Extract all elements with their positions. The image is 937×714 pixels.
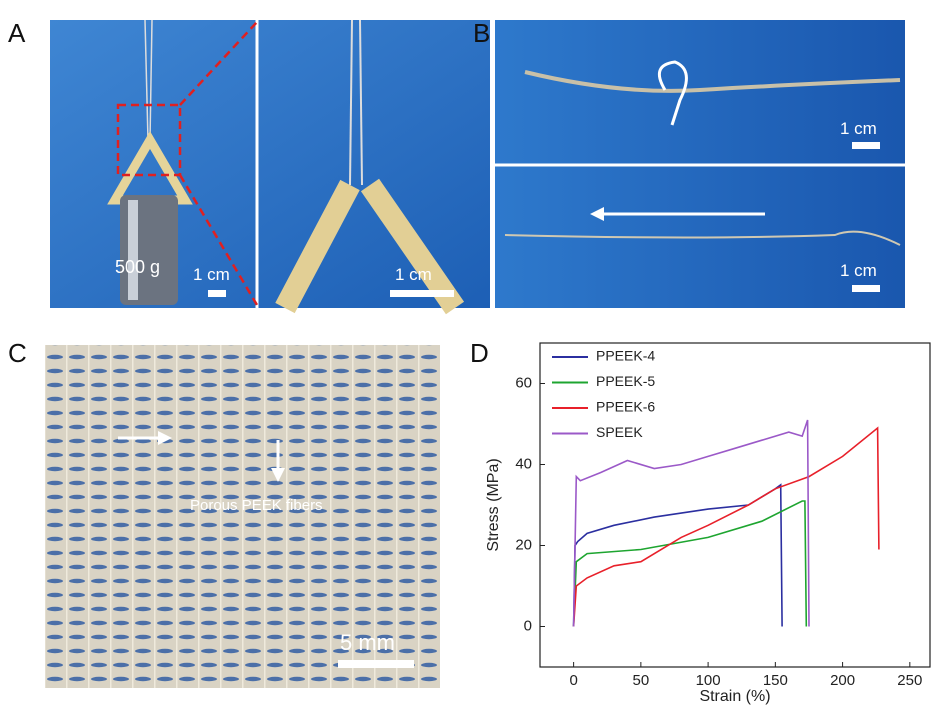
x-tick-label: 250: [897, 672, 922, 689]
panel-c: C Porous PEEK fibers 5 mm: [8, 338, 440, 688]
x-tick-label: 150: [763, 672, 788, 689]
x-tick-label: 0: [569, 672, 577, 689]
weight-shine: [128, 200, 138, 300]
scale-label: 5 mm: [340, 630, 395, 655]
legend-label: SPEEK: [596, 424, 643, 440]
twist-arrow: [657, 60, 688, 126]
arrowhead: [158, 431, 172, 445]
y-tick-label: 0: [524, 617, 532, 634]
zoom-line: [179, 21, 258, 106]
scale-label: 1 cm: [395, 265, 432, 284]
y-axis-label: Stress (MPa): [485, 458, 502, 551]
scale-bar: [338, 660, 414, 668]
twisted-fiber: [524, 70, 901, 93]
panel-label: D: [470, 338, 489, 368]
fiber-zoom: [275, 178, 465, 315]
data-line: [572, 483, 783, 627]
x-tick-label: 50: [633, 672, 650, 689]
thread: [144, 19, 149, 141]
data-line: [572, 426, 880, 627]
thread: [359, 19, 363, 186]
y-tick-label: 60: [515, 374, 532, 391]
annotation: Porous PEEK fibers: [190, 497, 323, 514]
x-axis-label: Strain (%): [699, 688, 770, 705]
data-line: [572, 500, 808, 627]
legend-label: PPEEK-5: [596, 373, 655, 389]
y-tick-label: 20: [515, 536, 532, 553]
y-tick-label: 40: [515, 455, 532, 472]
scale-bar: [852, 142, 880, 149]
fiber: [504, 230, 901, 246]
panel-label: C: [8, 338, 27, 368]
x-tick-label: 100: [696, 672, 721, 689]
arrowhead: [590, 207, 604, 221]
panel-label: B: [473, 18, 490, 48]
legend-label: PPEEK-6: [596, 399, 655, 415]
photo: [45, 345, 440, 688]
weight-label: 500 g: [115, 257, 160, 277]
data-line: [572, 419, 810, 627]
scale-bar: [852, 285, 880, 292]
plot-frame: [539, 342, 931, 668]
thread: [349, 19, 353, 186]
scale-bar: [208, 290, 226, 297]
arrowhead: [271, 468, 285, 482]
scale-bar: [390, 290, 454, 297]
panel-b: B 1 cm 1 cm: [473, 18, 905, 308]
thread: [149, 19, 153, 141]
zoom-box: [116, 103, 182, 177]
scale-label: 1 cm: [193, 265, 230, 284]
legend-label: PPEEK-4: [596, 348, 655, 364]
scale-label: 1 cm: [840, 261, 877, 280]
panel-a: A 500 g 1 cm 1 cm: [8, 18, 490, 315]
panel-label: A: [8, 18, 26, 48]
scale-label: 1 cm: [840, 119, 877, 138]
x-tick-label: 200: [830, 672, 855, 689]
